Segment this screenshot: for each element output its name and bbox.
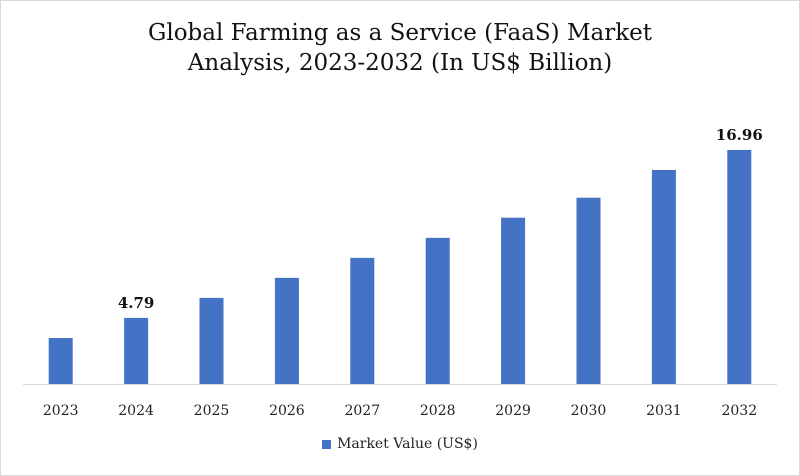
bar-2026 [274,277,299,384]
x-tick-label: 2024 [118,403,154,419]
x-tick-label: 2029 [495,403,531,419]
bar-2028 [425,237,450,384]
chart-title-line-2: Analysis, 2023-2032 (In US$ Billion) [187,50,613,76]
bar-2032 [727,149,752,384]
data-label: 4.79 [118,294,155,312]
bar-2024 [124,317,149,384]
x-tick-label: 2032 [721,403,757,419]
x-tick-label: 2023 [43,403,79,419]
x-tick-label: 2027 [344,403,380,419]
x-tick-label: 2031 [646,403,682,419]
bar-2029 [501,217,526,384]
data-label: 16.96 [716,126,763,144]
bar-2030 [576,197,601,384]
bar-2027 [350,257,375,384]
chart-title: Global Farming as a Service (FaaS) Marke… [0,18,800,78]
x-tick-label: 2028 [420,403,456,419]
x-tick-label: 2025 [194,403,230,419]
legend: Market Value (US$) [0,436,800,452]
x-tick-label: 2030 [571,403,607,419]
legend-swatch [322,439,332,449]
legend-label: Market Value (US$) [337,436,478,452]
x-tick-label: 2026 [269,403,305,419]
chart-title-line-1: Global Farming as a Service (FaaS) Marke… [147,20,653,46]
bar-2023 [48,338,73,384]
bar-2031 [651,169,676,384]
bar-2025 [199,297,224,384]
